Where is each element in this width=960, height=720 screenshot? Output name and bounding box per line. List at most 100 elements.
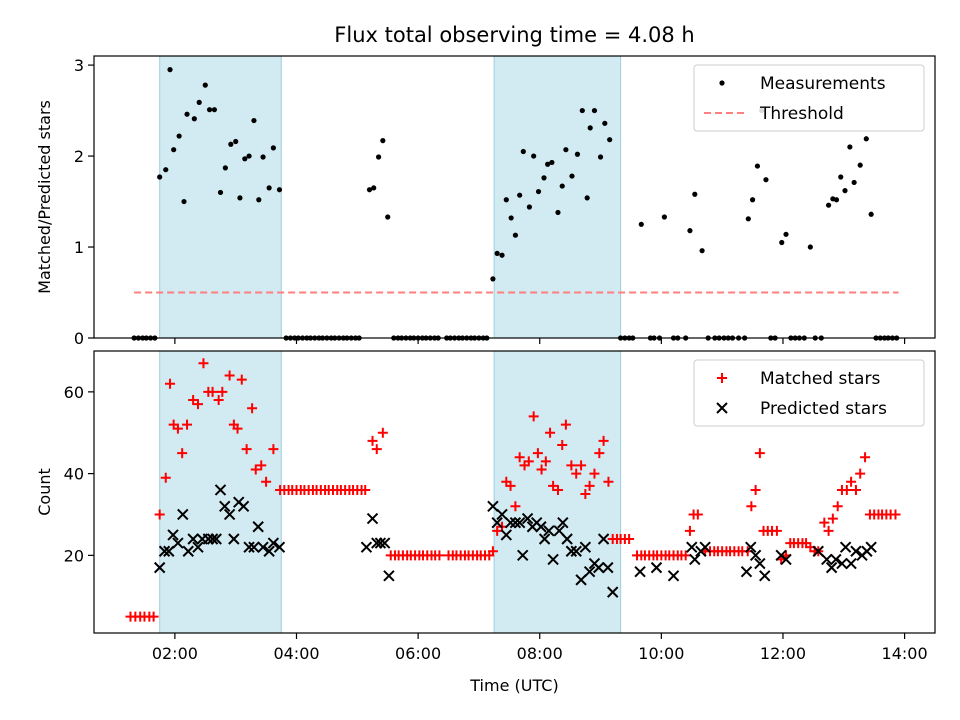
measurement-point (825, 202, 832, 208)
y-tick-label: 1 (74, 238, 84, 257)
predicted-point (158, 545, 171, 557)
matched-point (557, 440, 568, 450)
predicted-point (210, 533, 222, 545)
x-tick-label: 06:00 (395, 644, 441, 663)
measurement-point (563, 147, 569, 153)
measurement-point (371, 185, 377, 191)
matched-point (603, 476, 614, 487)
measurement-point (783, 231, 789, 237)
matched-point (148, 611, 159, 622)
legend-label: Predicted stars (760, 399, 887, 419)
shaded-span-1 (159, 350, 282, 634)
predicted-point (509, 516, 522, 529)
matched-point (268, 444, 279, 455)
measurement-point (494, 250, 500, 256)
measurement-point (517, 192, 523, 198)
matched-point (154, 509, 165, 520)
matched-point (165, 378, 176, 389)
matched-point (182, 419, 193, 430)
y-axis-label: Matched/Predicted stars (35, 100, 54, 294)
measurement-point (699, 248, 705, 254)
matched-point (624, 534, 635, 544)
x-axis-label: Time (UTC) (469, 676, 558, 695)
measurement-point (206, 107, 213, 113)
matched-point (192, 399, 203, 410)
measurement-point (847, 144, 853, 150)
measurement-point (366, 187, 373, 193)
predicted-point (593, 561, 605, 574)
measurement-point (692, 191, 698, 197)
shaded-span-2 (493, 55, 622, 339)
predicted-point (243, 541, 255, 553)
matched-point (571, 468, 582, 479)
matched-point (827, 513, 838, 524)
measurement-point (541, 175, 547, 181)
matched-point (846, 476, 857, 487)
predicted-point (759, 570, 771, 582)
predicted-point (686, 541, 698, 553)
y-tick-label: 60 (64, 383, 84, 402)
matched-point (250, 464, 261, 475)
predicted-point (366, 512, 379, 525)
measurement-point (246, 153, 252, 159)
measurement-point (217, 189, 224, 196)
predicted-point (521, 512, 534, 525)
measurement-point (211, 107, 218, 113)
matched-point (680, 550, 691, 561)
predicted-point (504, 516, 517, 529)
matched-point (584, 480, 595, 491)
measurement-point (512, 232, 519, 238)
measurement-point (276, 187, 283, 193)
matched-point (598, 435, 609, 446)
predicted-point (850, 545, 862, 557)
measurement-point (242, 156, 248, 162)
predicted-point (172, 537, 184, 549)
matched-point (746, 501, 757, 512)
measurement-point (587, 125, 593, 131)
predicted-point (825, 561, 838, 574)
shaded-span-1 (159, 55, 282, 339)
predicted-point (182, 545, 194, 557)
matched-point (256, 460, 267, 471)
predicted-point (538, 533, 551, 545)
predicted-point (517, 549, 529, 562)
predicted-point (561, 533, 573, 545)
measurement-point (597, 154, 604, 160)
matched-point (217, 386, 228, 397)
matched-point (434, 550, 445, 561)
measurement-point (638, 221, 644, 227)
y-tick-label: 40 (64, 465, 84, 484)
legend: Measurements Threshold (693, 64, 925, 132)
predicted-point (570, 545, 582, 557)
measurement-point (191, 116, 197, 122)
measurement-point (687, 228, 693, 234)
matched-point (377, 427, 388, 438)
measurement-point (549, 159, 555, 166)
matched-point (367, 435, 378, 446)
predicted-point (689, 553, 701, 566)
x-tick-label: 10:00 (638, 644, 684, 663)
measurement-point (375, 154, 382, 160)
measurement-point (868, 211, 874, 217)
predicted-point (383, 570, 395, 582)
x-tick-label: 14:00 (882, 644, 928, 663)
measurement-point (233, 138, 239, 145)
predicted-point (543, 525, 555, 537)
predicted-point (378, 537, 391, 549)
measurement-point (270, 145, 276, 151)
predicted-point (214, 484, 227, 496)
legend-box (693, 359, 925, 427)
measurement-point (260, 154, 266, 160)
y-tick-label: 2 (74, 147, 84, 166)
x-tick-label: 02:00 (152, 644, 198, 663)
matched-point (832, 501, 843, 512)
y-tick-label: 0 (74, 329, 84, 348)
matched-point (360, 484, 371, 495)
measurement-point (569, 173, 575, 179)
y-tick-label: 20 (64, 546, 84, 565)
predicted-point (192, 541, 204, 553)
matched-point (750, 484, 761, 495)
predicted-point (650, 561, 663, 574)
measurement-point (228, 141, 234, 147)
matched-point (510, 501, 521, 512)
